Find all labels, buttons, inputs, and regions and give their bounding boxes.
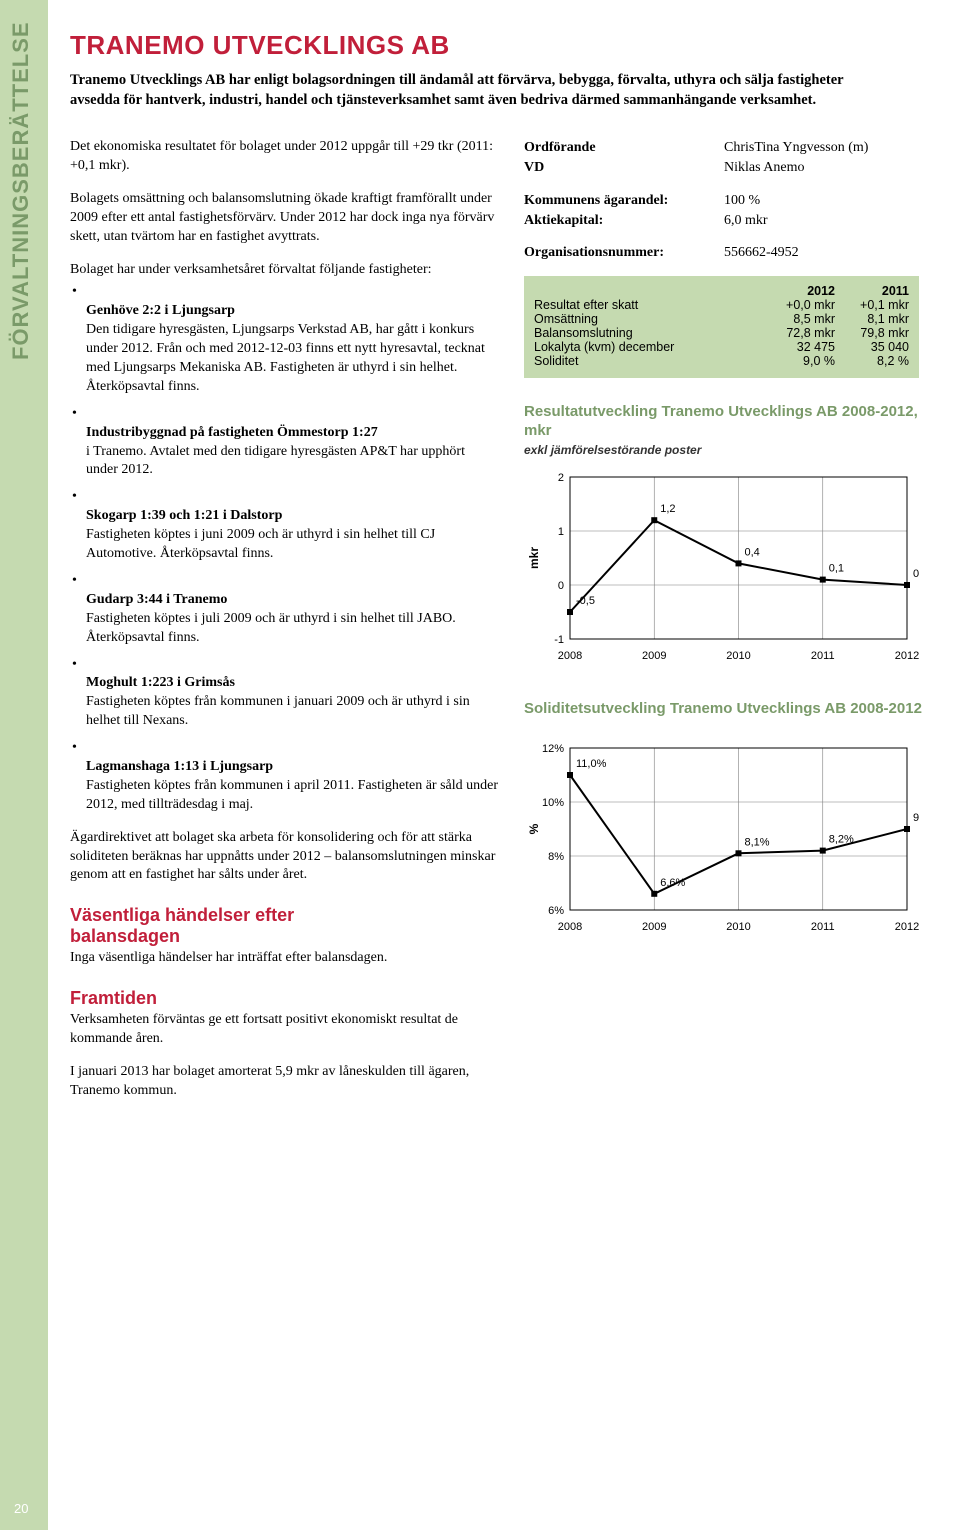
svg-text:2: 2	[558, 472, 564, 484]
chart1: -1 0 1 2 2008 2009 2010 2011 2012 mkr -0,5 1,2 0,4 0,…	[524, 465, 919, 665]
svg-text:2009: 2009	[642, 921, 666, 933]
svg-text:8%: 8%	[548, 851, 564, 863]
svg-text:9,0%: 9,0%	[913, 812, 919, 824]
svg-text:1: 1	[558, 526, 564, 538]
list-item: Skogarp 1:39 och 1:21 i DalstorpFastighe…	[86, 488, 500, 564]
svg-text:-1: -1	[554, 634, 564, 646]
left-column: Det ekonomiska resultatet för bolaget un…	[70, 138, 500, 1115]
svg-text:0,1: 0,1	[829, 562, 844, 574]
svg-text:6,6%: 6,6%	[660, 877, 685, 889]
orgnr-label: Organisationsnummer:	[524, 243, 724, 263]
svg-text:6%: 6%	[548, 905, 564, 917]
svg-text:2010: 2010	[726, 650, 750, 662]
svg-text:11,0%: 11,0%	[576, 758, 607, 770]
body-p1: Det ekonomiska resultatet för bolaget un…	[70, 138, 500, 176]
svg-text:%: %	[527, 823, 541, 834]
body-p5: Inga väsentliga händelser har inträffat …	[70, 949, 500, 968]
sidebar-tab: FÖRVALTNINGSBERÄTTELSE	[0, 0, 48, 1530]
svg-text:8,2%: 8,2%	[829, 834, 854, 846]
body-p3-intro: Bolaget har under verksamhetsåret förval…	[70, 261, 500, 280]
svg-text:2011: 2011	[811, 921, 835, 933]
chart2-title: Soliditetsutveckling Tranemo Utvecklings…	[524, 699, 940, 719]
svg-text:mkr: mkr	[527, 546, 541, 568]
body-p6: Verksamheten förväntas ge ett fortsatt p…	[70, 1011, 500, 1049]
lead-paragraph: Tranemo Utvecklings AB har enligt bolags…	[70, 71, 880, 110]
list-item: Moghult 1:223 i GrimsåsFastigheten köpte…	[86, 656, 500, 732]
list-item: Lagmanshaga 1:13 i LjungsarpFastigheten …	[86, 739, 500, 815]
svg-text:2012: 2012	[895, 921, 919, 933]
list-item: Industribyggnad på fastigheten Ömmestorp…	[86, 405, 500, 481]
svg-text:2011: 2011	[811, 650, 835, 662]
list-item: Gudarp 3:44 i TranemoFastigheten köptes …	[86, 572, 500, 648]
svg-text:-0,5: -0,5	[576, 595, 595, 607]
body-p7: I januari 2013 har bolaget amorterat 5,9…	[70, 1063, 500, 1101]
svg-text:2008: 2008	[558, 650, 582, 662]
page-title: TRANEMO UTVECKLINGS AB	[70, 30, 940, 61]
svg-text:10%: 10%	[542, 797, 564, 809]
chart2: 6% 8% 10% 12% 2008 2009 2010 2011 2012% 11,0% 6,6%…	[524, 736, 919, 936]
list-item: Genhöve 2:2 i LjungsarpDen tidigare hyre…	[86, 283, 500, 396]
heading-framtiden: Framtiden	[70, 988, 500, 1009]
orgnr-value: 556662-4952	[724, 243, 799, 263]
svg-text:2012: 2012	[895, 650, 919, 662]
heading-vasentliga: Väsentliga händelser efter	[70, 905, 500, 926]
right-column: OrdförandeChrisTina Yngvesson (m)VDNikla…	[524, 138, 940, 1115]
kv-block-2: Kommunens ägarandel:100 %Aktiekapital:6,…	[524, 191, 940, 232]
property-list: Genhöve 2:2 i LjungsarpDen tidigare hyre…	[70, 283, 500, 814]
orgnr-row: Organisationsnummer: 556662-4952	[524, 243, 940, 263]
sidebar-label: FÖRVALTNINGSBERÄTTELSE	[8, 21, 34, 360]
kv-block-1: OrdförandeChrisTina Yngvesson (m)VDNikla…	[524, 138, 940, 179]
svg-text:1,2: 1,2	[660, 503, 675, 515]
svg-text:2009: 2009	[642, 650, 666, 662]
svg-text:0,0: 0,0	[913, 568, 919, 580]
svg-text:2010: 2010	[726, 921, 750, 933]
body-p2: Bolagets omsättning och balansomslutning…	[70, 190, 500, 247]
svg-text:0,4: 0,4	[745, 546, 760, 558]
body-p4: Ägardirektivet att bolaget ska arbeta fö…	[70, 829, 500, 886]
chart1-sub: exkl jämförelsestörande poster	[524, 443, 940, 457]
heading-vasentliga-2: balansdagen	[70, 926, 500, 947]
financial-table: 20122011Resultat efter skatt+0,0 mkr+0,1…	[524, 276, 919, 378]
svg-text:2008: 2008	[558, 921, 582, 933]
chart1-title: Resultatutveckling Tranemo Utvecklings A…	[524, 402, 940, 441]
svg-text:8,1%: 8,1%	[745, 836, 770, 848]
page-number: 20	[14, 1501, 28, 1516]
page-content: TRANEMO UTVECKLINGS AB Tranemo Utvecklin…	[70, 30, 940, 1115]
svg-text:12%: 12%	[542, 743, 564, 755]
svg-text:0: 0	[558, 580, 564, 592]
